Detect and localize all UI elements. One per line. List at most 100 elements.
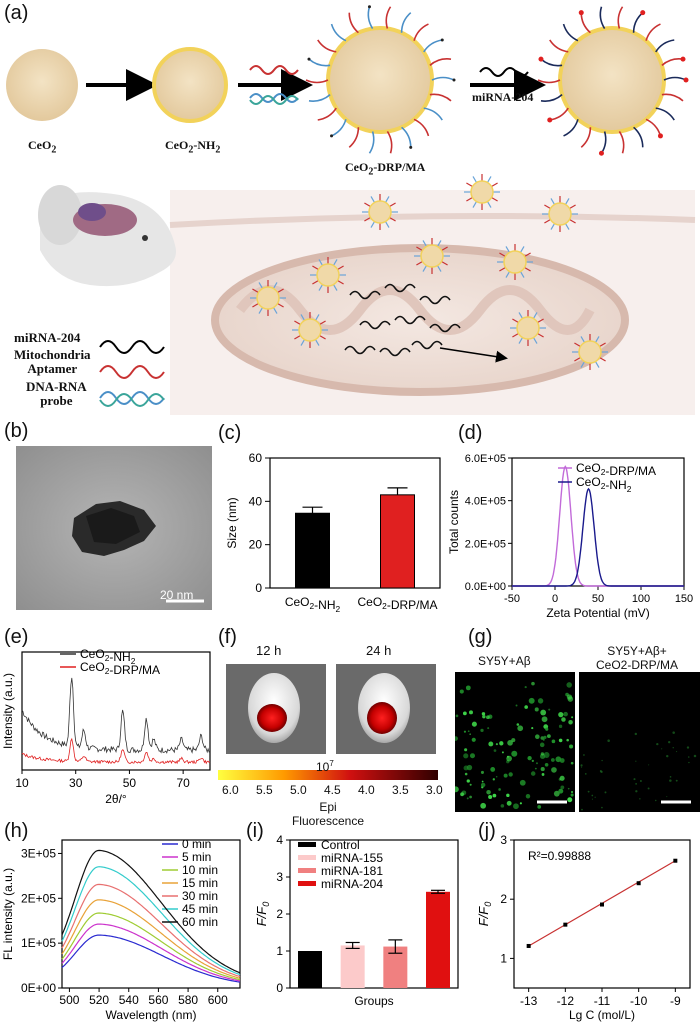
y-tick-label-0: 0 <box>276 981 283 995</box>
legend-label-0: CeO2-NH2 <box>80 647 136 666</box>
ceo2-drp-ma-label: CeO2-DRP/MA <box>345 160 426 178</box>
cell-speck-right-30 <box>669 776 672 778</box>
cell-speck-left-97 <box>567 787 570 790</box>
cell-speck-right-39 <box>688 761 690 764</box>
x-tick-label-3: 100 <box>632 593 650 605</box>
x-tick-label-1: 0 <box>552 593 558 605</box>
small-nanoparticle-3 <box>542 196 578 232</box>
small-nanoparticle-8 <box>292 312 328 348</box>
cell-speck-left-21 <box>465 685 471 691</box>
colorbar <box>218 770 438 780</box>
panel-label-b: (b) <box>4 420 29 442</box>
cell-speck-left-107 <box>464 748 468 752</box>
series-line-1 <box>61 923 241 982</box>
cell-speck-right-0 <box>635 782 638 785</box>
cell-speck-left-29 <box>571 716 574 719</box>
cell-speck-left-33 <box>563 711 568 717</box>
cell-speck-right-37 <box>666 754 669 758</box>
cell-speck-left-111 <box>455 714 459 718</box>
small-nanoparticle-9 <box>510 310 546 346</box>
cell-speck-left-113 <box>463 753 469 759</box>
cell-speck-left-50 <box>570 761 574 765</box>
zeta-potential-chart: 0.0E+00 2.0E+05 4.0E+05 6.0E+05 -50 0 50 100 150… <box>447 453 693 620</box>
legend-label-1: CeO2-NH2 <box>576 475 632 494</box>
colorbar-tick-0: 6.0 <box>222 783 239 797</box>
cell-speck-right-19 <box>656 742 659 746</box>
probe-reagent <box>249 93 299 103</box>
cell-speck-left-64 <box>544 762 549 767</box>
panel-label-g: (g) <box>468 626 493 648</box>
cell-speck-left-68 <box>462 711 467 716</box>
x-tick-label-2: -11 <box>594 994 611 1008</box>
cell-speck-left-67 <box>492 778 495 781</box>
cell-speck-left-43 <box>537 804 542 809</box>
cell-speck-left-56 <box>517 725 524 732</box>
y-axis-label: Total counts <box>447 490 461 554</box>
y-axis-label: F/F0 <box>254 902 271 927</box>
cell-speck-right-2 <box>647 787 650 790</box>
cell-speck-left-116 <box>507 740 513 746</box>
cell-speck-left-136 <box>525 794 531 799</box>
colorbar-tick-2: 5.0 <box>290 783 307 797</box>
cell-speck-right-6 <box>591 794 594 797</box>
x-tick-label-1: 520 <box>89 993 109 1007</box>
cell-speck-right-18 <box>591 798 594 800</box>
cell-speck-left-124 <box>551 767 557 773</box>
y-tick-label-2: 4.0E+05 <box>465 496 506 508</box>
series-line-0 <box>61 934 241 983</box>
cell-speck-right-17 <box>584 772 587 775</box>
legend-mirna-symbol <box>99 340 165 354</box>
x-tick-label-0: 500 <box>59 993 79 1007</box>
panel-label-j: (j) <box>478 820 496 842</box>
legend-label-0: CeO2-DRP/MA <box>576 461 656 478</box>
x-tick-label-1: -12 <box>557 994 575 1008</box>
legend-mirna-label: miRNA-204 <box>14 330 81 345</box>
cell-speck-left-86 <box>560 785 565 790</box>
cell-speck-right-10 <box>648 764 650 766</box>
cell-speck-left-2 <box>503 773 508 778</box>
cell-speck-left-108 <box>511 750 518 757</box>
cell-speck-right-35 <box>604 791 607 794</box>
cell-speck-left-84 <box>553 790 560 797</box>
cell-speck-left-94 <box>499 741 504 746</box>
cell-speck-left-5 <box>568 719 573 725</box>
cell-speck-right-5 <box>639 779 642 782</box>
cell-speck-left-8 <box>558 712 564 718</box>
cell-speck-left-82 <box>466 779 470 783</box>
selectivity-bar-chart: 0 1 2 3 4 F/F0 Groups ControlmiRNA-155miRNA-181… <box>254 833 459 1008</box>
confocal-left-title: SY5Y+Aβ <box>478 654 531 668</box>
cell-speck-right-23 <box>601 759 603 762</box>
cell-speck-left-37 <box>500 804 505 808</box>
bar-0 <box>295 512 330 589</box>
aptamer-reagent <box>249 65 299 75</box>
panel-a-schematic <box>6 5 696 415</box>
series-line-0 <box>512 465 684 587</box>
cell-speck-left-132 <box>486 789 491 795</box>
bar-1 <box>380 494 415 589</box>
legend-swatch-2 <box>298 868 316 873</box>
cell-speck-right-13 <box>633 778 636 781</box>
cell-speck-left-85 <box>459 689 464 694</box>
fluorescence-imaging <box>218 664 438 780</box>
cell-speck-right-11 <box>675 779 678 782</box>
cell-speck-left-87 <box>542 738 545 741</box>
y-tick-label-3: 3 <box>276 870 283 884</box>
cell-speck-left-25 <box>480 770 484 774</box>
cell-speck-left-78 <box>463 730 467 733</box>
cell-speck-right-1 <box>676 751 678 753</box>
data-point-3 <box>636 881 641 886</box>
y-tick-label-3: 6.0E+05 <box>465 453 506 465</box>
cell-speck-left-83 <box>570 793 574 797</box>
y-tick-label-2: 3 <box>500 833 507 847</box>
y-tick-label-1: 1E+05 <box>21 936 56 950</box>
cell-speck-left-125 <box>463 765 469 771</box>
scale-bar-label: 20 nm <box>160 588 194 602</box>
y-tick-label-2: 2 <box>276 907 283 921</box>
time-label-24h: 24 h <box>366 643 392 658</box>
cell-speck-right-4 <box>581 808 583 811</box>
series-line-2 <box>61 912 241 981</box>
cell-speck-left-117 <box>546 734 551 739</box>
data-point-4 <box>673 858 678 863</box>
cell-speck-left-36 <box>469 783 472 786</box>
cell-speck-right-38 <box>686 746 690 749</box>
